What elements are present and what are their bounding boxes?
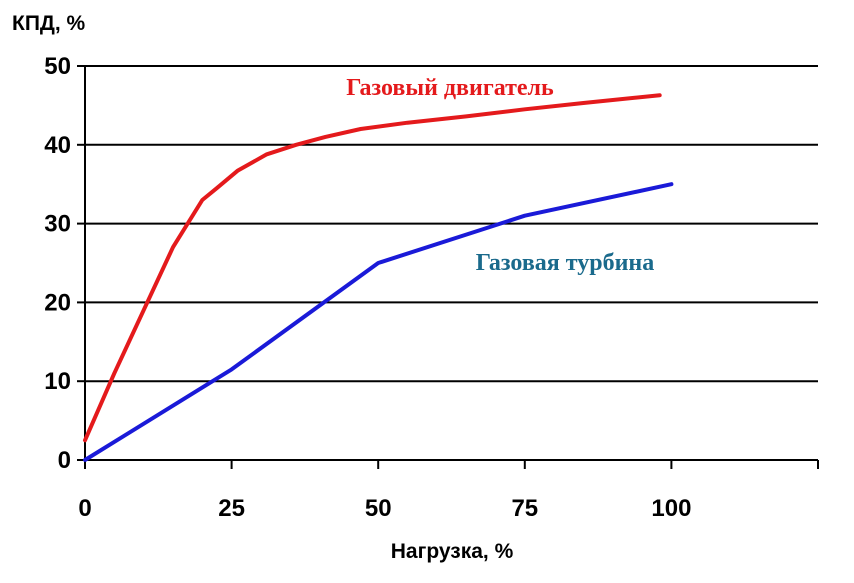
- y-tick-label: 10: [44, 368, 71, 395]
- y-tick-label: 0: [58, 447, 71, 474]
- x-axis-title: Нагрузка, %: [391, 540, 514, 563]
- y-tick-label: 50: [44, 53, 71, 80]
- series-lines: [83, 93, 674, 462]
- y-tick-label: 20: [44, 289, 71, 316]
- x-tick-label: 0: [78, 495, 91, 522]
- tick-labels: 0 10 20 30 40 50 0 25 50 75 100: [44, 53, 691, 522]
- series-line-1: [83, 182, 674, 462]
- axes: [77, 65, 819, 469]
- series-line-0: [83, 93, 662, 443]
- series-label-0: Газовый двигатель: [346, 75, 554, 101]
- x-tick-label: 50: [365, 495, 392, 522]
- series-labels: Газовый двигатель Газовая турбина: [346, 75, 654, 276]
- y-axis-title: КПД, %: [12, 12, 86, 35]
- gridlines: [85, 65, 818, 383]
- x-tick-label: 100: [651, 495, 691, 522]
- x-tick-label: 25: [218, 495, 245, 522]
- series-label-1: Газовая турбина: [476, 250, 655, 276]
- y-tick-label: 30: [44, 211, 71, 238]
- y-tick-label: 40: [44, 132, 71, 159]
- x-tick-label: 75: [511, 495, 538, 522]
